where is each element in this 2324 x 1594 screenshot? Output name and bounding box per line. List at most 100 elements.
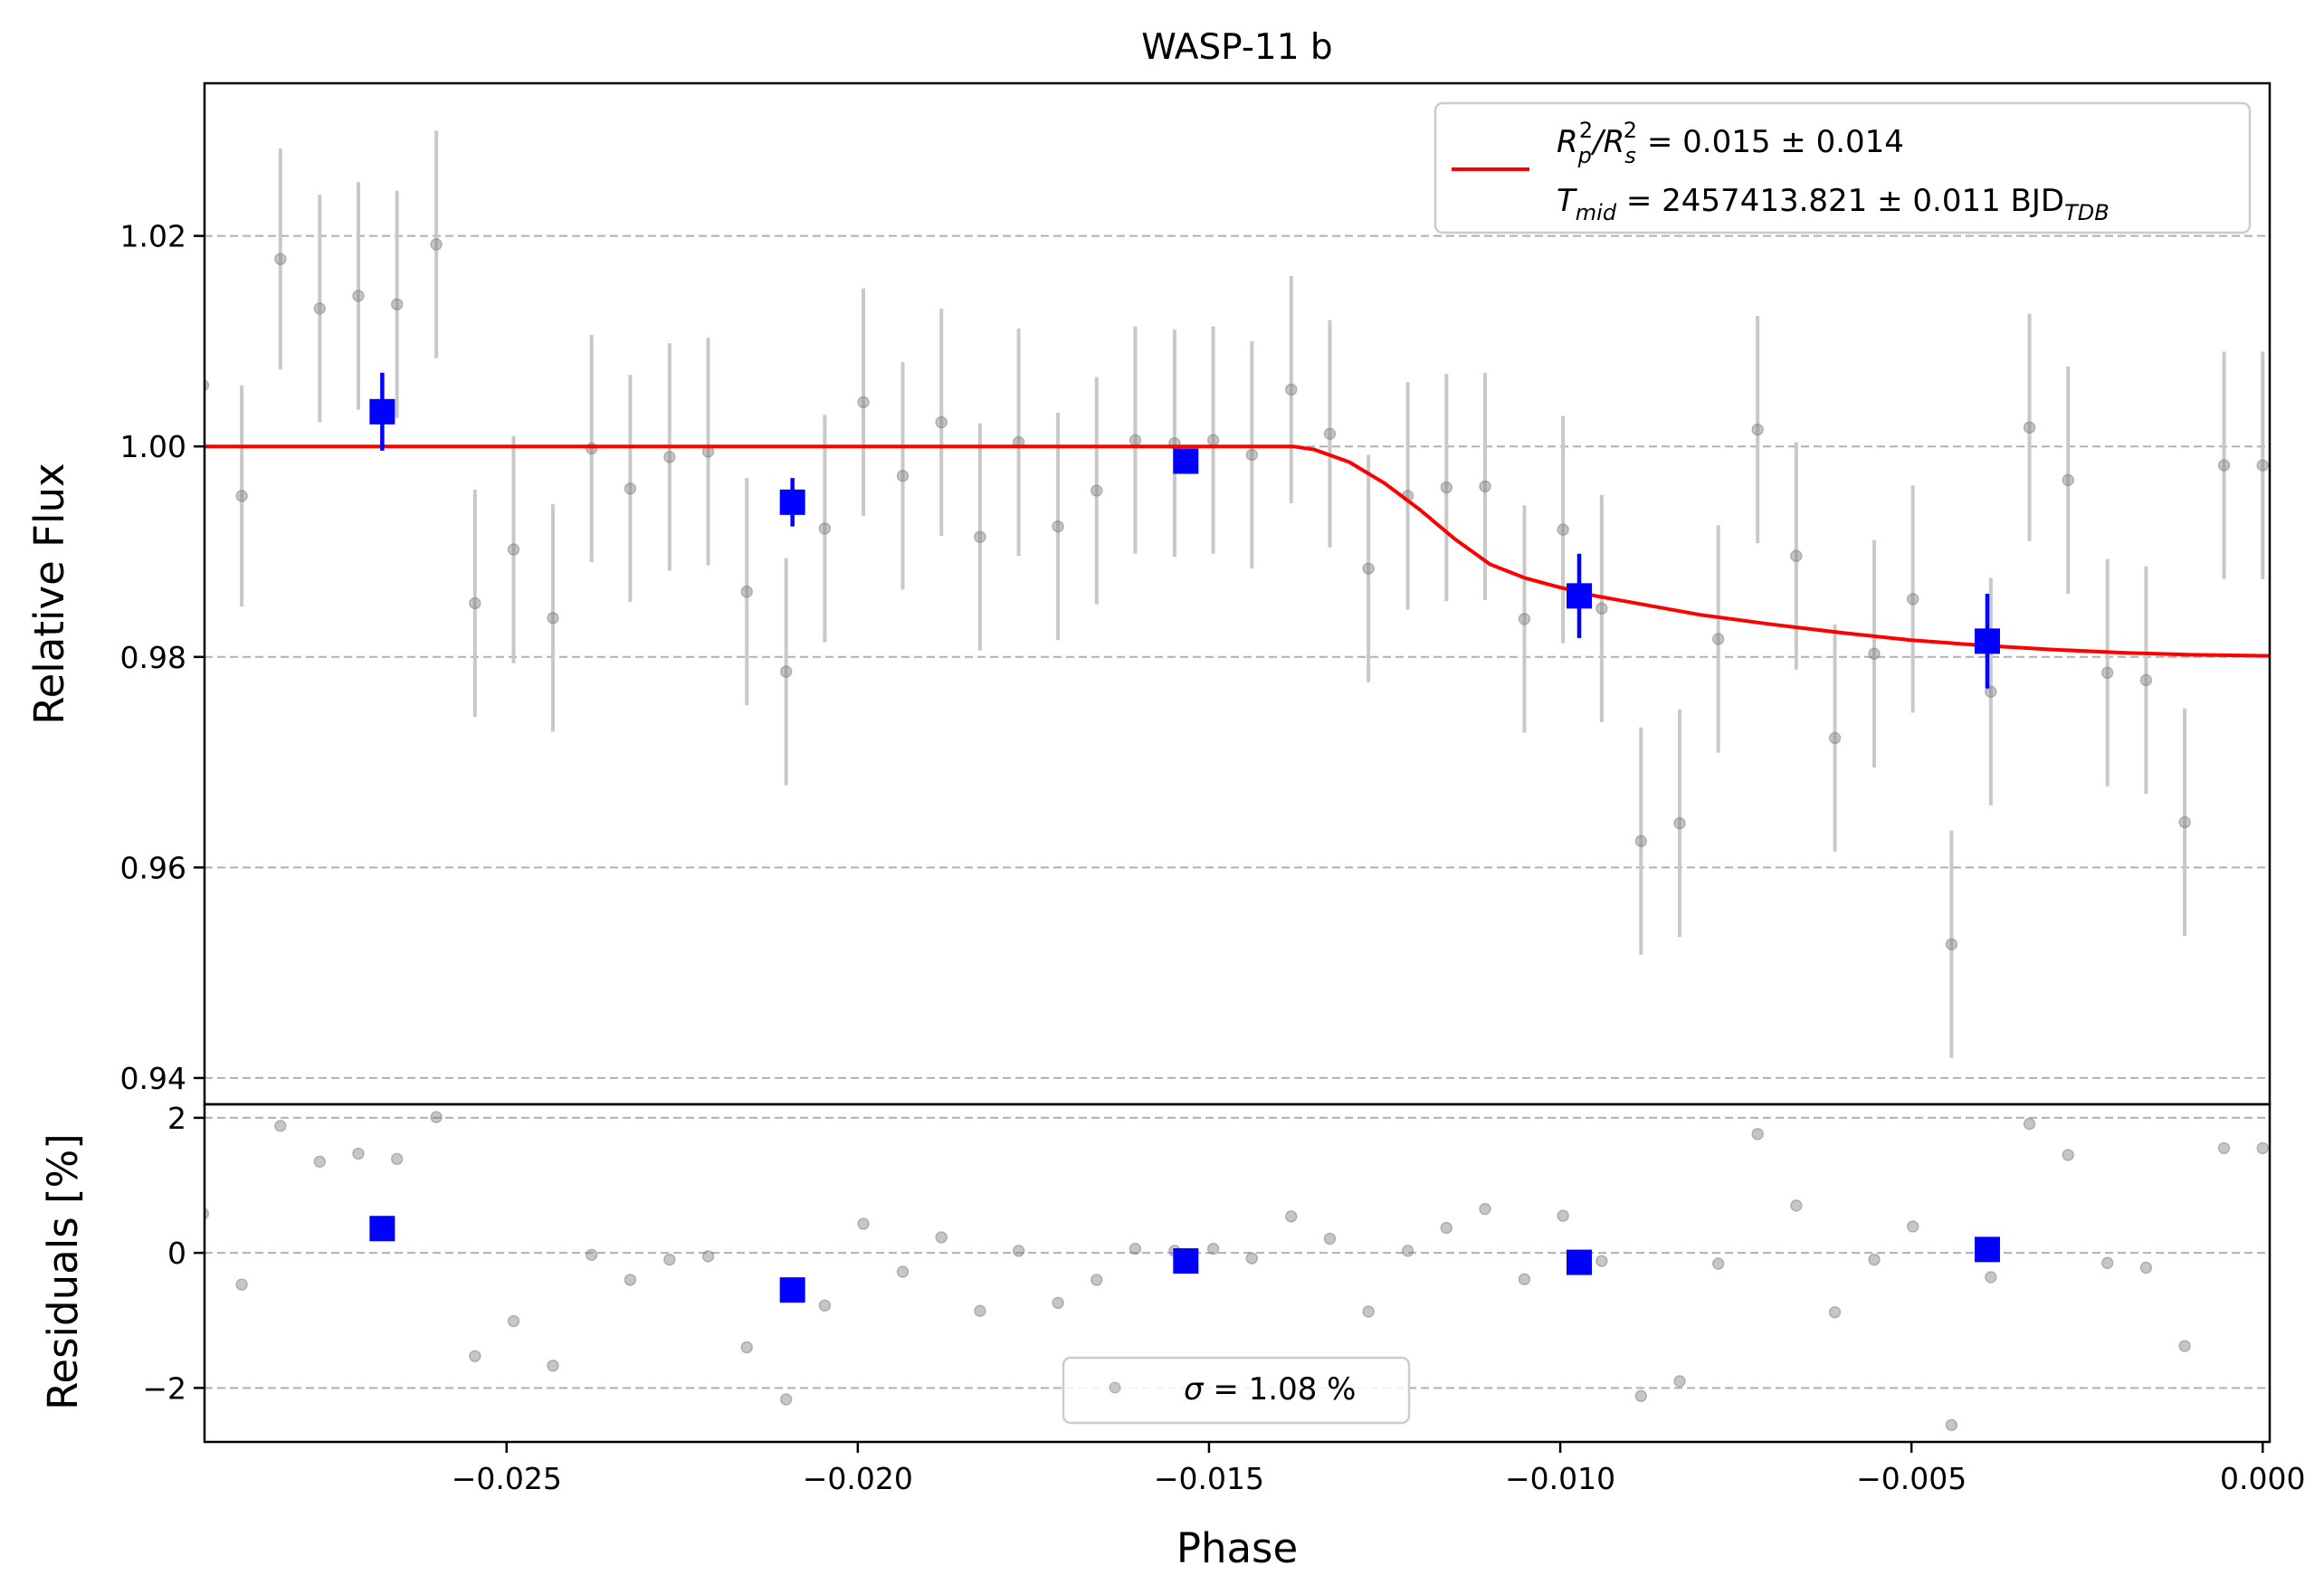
residual-point — [507, 1314, 520, 1328]
data-point — [430, 238, 443, 251]
data-point — [1091, 484, 1103, 497]
x-tick-label: −0.015 — [1154, 1461, 1264, 1496]
residual-point — [1323, 1232, 1337, 1246]
residual-point — [1052, 1296, 1064, 1310]
data-point — [313, 302, 327, 315]
data-point — [2023, 421, 2036, 434]
data-point — [624, 482, 637, 495]
residual-point — [313, 1155, 327, 1169]
residual-point — [1206, 1242, 1220, 1255]
binned-residual — [1974, 1236, 2000, 1263]
residual-point — [585, 1248, 598, 1262]
data-point — [1906, 593, 1919, 606]
data-point — [2100, 666, 2114, 679]
residual-point — [1906, 1220, 1919, 1233]
residual-point — [818, 1299, 832, 1312]
data-point — [507, 543, 520, 556]
residual-point — [701, 1250, 715, 1263]
legend-radius-ratio-entry: Rp2/Rs2 = 0.015 ± 0.014 — [1557, 118, 1904, 168]
top-panel-binned-points — [369, 372, 2000, 689]
residual-point — [1129, 1242, 1142, 1255]
transit-model-curve — [205, 444, 2270, 658]
residual-point — [2217, 1141, 2231, 1155]
residual-point — [1673, 1375, 1686, 1388]
legend-box — [1433, 101, 2252, 234]
residual-point — [896, 1265, 910, 1278]
top-y-tick-label: 0.98 — [120, 640, 186, 675]
data-point — [1518, 613, 1531, 625]
residual-point — [2100, 1256, 2114, 1270]
sigma-legend-box — [1062, 1356, 1411, 1425]
binned-residual — [1567, 1249, 1593, 1275]
residual-point — [2178, 1340, 2191, 1352]
data-point — [390, 298, 404, 310]
data-point — [1479, 480, 1491, 493]
x-tick-label: −0.020 — [803, 1461, 913, 1496]
residual-point — [469, 1350, 481, 1363]
data-point — [1751, 423, 1764, 436]
data-point — [1285, 383, 1298, 396]
data-point — [1323, 427, 1337, 440]
residual-point — [1985, 1271, 1997, 1284]
residual-point — [547, 1359, 559, 1372]
data-point — [1711, 633, 1725, 645]
data-point — [274, 253, 287, 265]
x-tick-label: −0.010 — [1505, 1461, 1615, 1496]
residual-point — [779, 1393, 793, 1406]
x-tick-label: 0.000 — [2220, 1461, 2305, 1496]
data-point — [1673, 816, 1686, 830]
residual-point — [1440, 1221, 1453, 1235]
data-point — [2256, 459, 2269, 472]
data-point — [1868, 647, 1881, 661]
data-point — [235, 490, 248, 502]
data-point — [1790, 549, 1803, 562]
data-point — [1595, 602, 1608, 616]
residual-point — [2256, 1141, 2269, 1155]
data-point — [1362, 562, 1375, 575]
sigma-legend-text: σ = 1.08 % — [1184, 1371, 1356, 1408]
residual-point — [1479, 1202, 1491, 1216]
binned-point — [779, 489, 805, 515]
binned-point — [1974, 628, 2000, 654]
residual-point — [1245, 1252, 1259, 1265]
bottom-y-tick-label: 0 — [167, 1236, 186, 1271]
data-point — [1129, 434, 1142, 446]
data-point — [2217, 459, 2231, 472]
residual-point — [390, 1152, 404, 1166]
data-point — [779, 665, 793, 678]
x-tick-label: −0.025 — [452, 1461, 562, 1496]
residual-point — [1634, 1389, 1648, 1403]
top-panel: 0.94 0.96 0.98 1.00 1.02 Relative Flux Rp2/R… — [25, 81, 2272, 1106]
data-point — [857, 396, 870, 409]
binned-residual — [1173, 1248, 1199, 1274]
data-point — [1945, 938, 1958, 950]
binned-residual — [369, 1216, 395, 1242]
top-y-tick-label: 1.02 — [120, 219, 186, 254]
residual-point — [974, 1304, 986, 1318]
data-point — [1634, 835, 1648, 848]
residual-point — [1518, 1273, 1531, 1285]
top-y-tick-label: 1.00 — [120, 429, 186, 464]
data-point — [1245, 448, 1259, 462]
top-y-tick-label: 0.96 — [120, 850, 186, 885]
top-y-tick-label: 0.94 — [120, 1061, 186, 1096]
bottom-panel-ylabel: Residuals [%] — [39, 1133, 87, 1410]
residual-point — [1091, 1274, 1103, 1286]
bottom-panel: −2 0 2 Residuals [%] σ = 1.08 % — [39, 1101, 2272, 1444]
data-point — [818, 522, 832, 535]
data-point — [547, 611, 559, 625]
residual-point — [1557, 1209, 1569, 1222]
x-axis-label: Phase — [1176, 1524, 1298, 1572]
bottom-panel-legend: σ = 1.08 % — [1062, 1356, 1411, 1425]
bottom-y-tick-label: −2 — [142, 1370, 186, 1406]
residual-point — [2023, 1117, 2036, 1131]
x-tick-label: −0.005 — [1856, 1461, 1967, 1496]
data-point — [1052, 520, 1064, 533]
residual-point — [274, 1120, 287, 1132]
residual-point — [1285, 1210, 1298, 1223]
bottom-panel-frame — [203, 1102, 2272, 1444]
residual-point — [1828, 1306, 1842, 1319]
bottom-panel-binned-residuals — [369, 1216, 2000, 1303]
residual-point — [857, 1217, 870, 1230]
bottom-panel-residual-points — [205, 1111, 2269, 1432]
